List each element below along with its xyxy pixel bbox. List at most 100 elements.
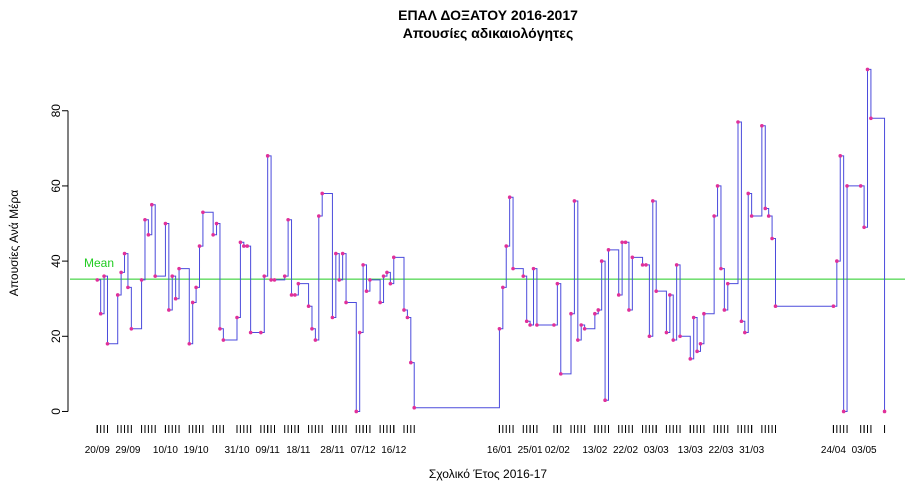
data-point <box>146 232 151 237</box>
data-point <box>357 330 362 335</box>
x-tick-label: 19/10 <box>184 445 209 456</box>
mean-label: Mean <box>84 256 114 270</box>
data-point <box>310 326 314 331</box>
data-point <box>671 338 676 342</box>
data-point <box>616 293 621 297</box>
data-point <box>596 308 601 312</box>
data-point <box>698 342 703 346</box>
x-tick-label: 13/02 <box>582 445 607 456</box>
data-point <box>139 278 144 282</box>
x-tick-label: 22/03 <box>708 445 733 456</box>
data-point <box>770 236 774 241</box>
data-point <box>882 409 887 414</box>
data-point <box>555 281 560 286</box>
data-point <box>644 263 648 267</box>
data-point <box>381 274 386 278</box>
x-axis-label: Σχολικό Έτος 2016-17 <box>429 467 548 481</box>
data-point <box>354 409 359 414</box>
data-point <box>739 319 744 324</box>
data-point <box>221 338 226 342</box>
x-tick-label: 09/11 <box>256 445 281 456</box>
data-point <box>242 244 246 248</box>
data-point <box>627 308 631 312</box>
chart-subtitle: Απουσίες αδικαιολόγητες <box>403 25 573 41</box>
data-point <box>763 206 768 211</box>
x-tick-label: 31/03 <box>739 445 764 456</box>
data-point <box>316 214 321 218</box>
data-point <box>238 240 243 245</box>
data-point <box>330 315 335 320</box>
data-point <box>405 315 410 320</box>
data-point <box>340 251 345 256</box>
data-point <box>719 266 723 271</box>
data-point <box>511 266 515 271</box>
data-point <box>344 300 348 305</box>
data-point <box>388 281 393 286</box>
data-point <box>841 409 846 414</box>
data-point <box>582 326 587 331</box>
x-tick-label: 31/10 <box>224 445 249 456</box>
data-point <box>337 278 342 282</box>
data-point <box>402 308 406 312</box>
data-point <box>361 263 365 267</box>
x-tick-label: 03/03 <box>644 445 669 456</box>
data-point <box>702 311 706 316</box>
data-point <box>293 293 297 297</box>
data-point <box>245 244 250 248</box>
data-point <box>197 244 202 248</box>
data-point <box>603 398 607 402</box>
x-tick-label: 07/12 <box>351 445 376 456</box>
data-point <box>606 248 611 252</box>
data-point <box>163 221 168 226</box>
data-point <box>725 281 730 286</box>
data-point <box>572 199 577 203</box>
data-point <box>409 360 413 365</box>
data-point <box>126 285 130 290</box>
data-point <box>149 202 154 207</box>
data-point <box>620 240 624 245</box>
data-point <box>647 334 652 339</box>
data-point <box>865 67 870 72</box>
data-point <box>282 274 287 278</box>
data-point <box>269 278 273 282</box>
data-point <box>569 311 573 316</box>
data-point <box>668 293 672 297</box>
x-tick-label: 28/11 <box>320 445 345 456</box>
data-point <box>265 154 270 158</box>
data-point <box>558 372 563 376</box>
data-point <box>259 330 263 335</box>
data-point <box>334 251 338 256</box>
y-tick-label: 20 <box>49 329 63 343</box>
data-point <box>831 304 836 309</box>
data-point <box>862 225 866 230</box>
data-point <box>194 285 198 290</box>
data-point <box>678 334 682 339</box>
y-axis-label: Απουσίες Ανά Μέρα <box>7 190 21 296</box>
x-tick-label: 29/09 <box>115 445 140 456</box>
x-tick-label: 16/12 <box>381 445 406 456</box>
data-point <box>838 154 843 158</box>
data-point <box>201 210 205 215</box>
y-tick-label: 40 <box>49 254 63 268</box>
data-point <box>248 330 253 335</box>
data-point <box>218 326 222 331</box>
x-tick-label: 24/04 <box>821 445 846 456</box>
data-point <box>173 296 178 301</box>
data-point <box>746 191 751 196</box>
data-point <box>654 289 659 293</box>
data-point <box>715 184 720 188</box>
x-tick-label: 22/02 <box>613 445 638 456</box>
data-point <box>640 263 645 267</box>
data-point <box>507 195 512 200</box>
data-point <box>835 259 839 263</box>
data-point <box>306 304 311 309</box>
data-point <box>211 232 215 237</box>
data-point <box>845 184 849 188</box>
y-tick-label: 80 <box>49 104 63 118</box>
y-tick-label: 60 <box>49 179 63 193</box>
data-point <box>95 278 100 282</box>
data-point <box>552 323 556 327</box>
data-point <box>272 278 277 282</box>
data-point <box>766 214 771 218</box>
data-point <box>650 199 655 203</box>
